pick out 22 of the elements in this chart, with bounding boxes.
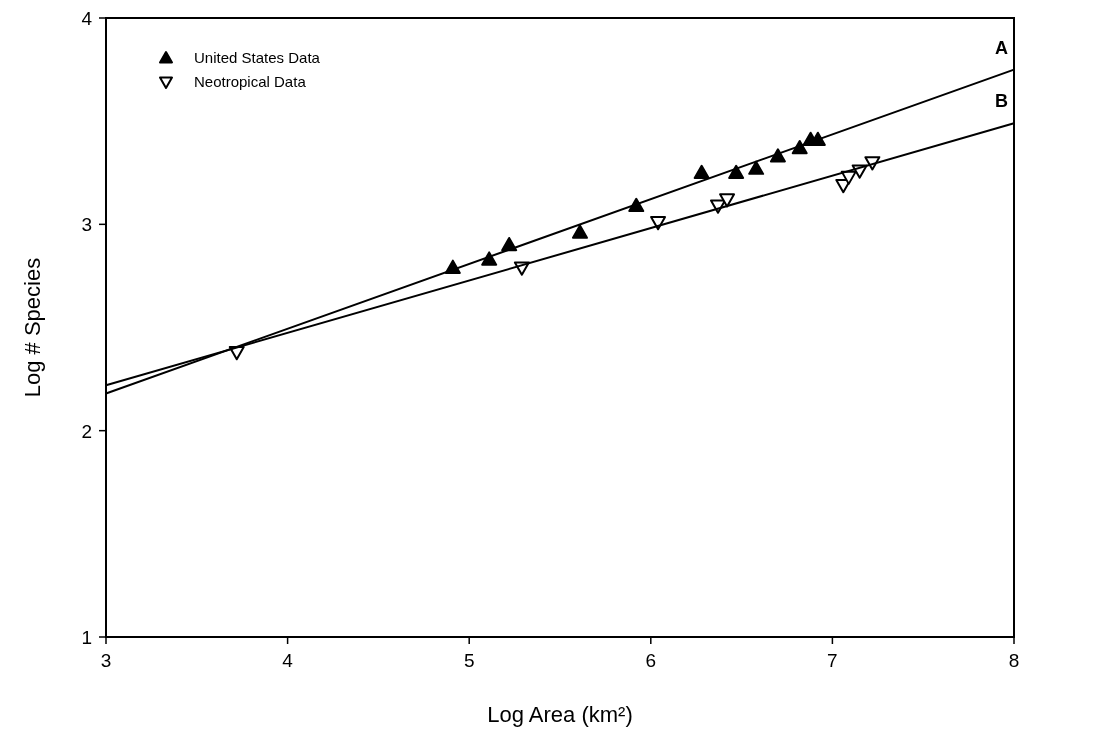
series-label: A bbox=[995, 37, 1008, 58]
legend-label: Neotropical Data bbox=[194, 73, 307, 90]
point bbox=[728, 164, 745, 179]
point bbox=[571, 224, 588, 239]
x-axis-title: Log Area (km²) bbox=[487, 702, 633, 727]
x-tick-label: 7 bbox=[827, 650, 838, 671]
point bbox=[748, 160, 765, 175]
point bbox=[719, 193, 736, 208]
x-tick-label: 4 bbox=[282, 650, 294, 671]
x-tick-label: 3 bbox=[100, 650, 112, 671]
y-tick-label: 3 bbox=[81, 214, 92, 236]
y-tick-label: 2 bbox=[81, 420, 92, 442]
point bbox=[481, 251, 498, 266]
x-tick-label: 8 bbox=[1008, 650, 1020, 671]
x-tick-label: 6 bbox=[645, 650, 657, 671]
y-axis-title: Log # Species bbox=[20, 257, 45, 398]
legend-label: United States Data bbox=[194, 49, 321, 66]
y-tick-label: 1 bbox=[81, 627, 92, 648]
x-tick-label: 5 bbox=[463, 650, 475, 671]
series-label: B bbox=[995, 91, 1008, 112]
y-tick-label: 4 bbox=[81, 8, 93, 29]
point bbox=[693, 164, 710, 179]
